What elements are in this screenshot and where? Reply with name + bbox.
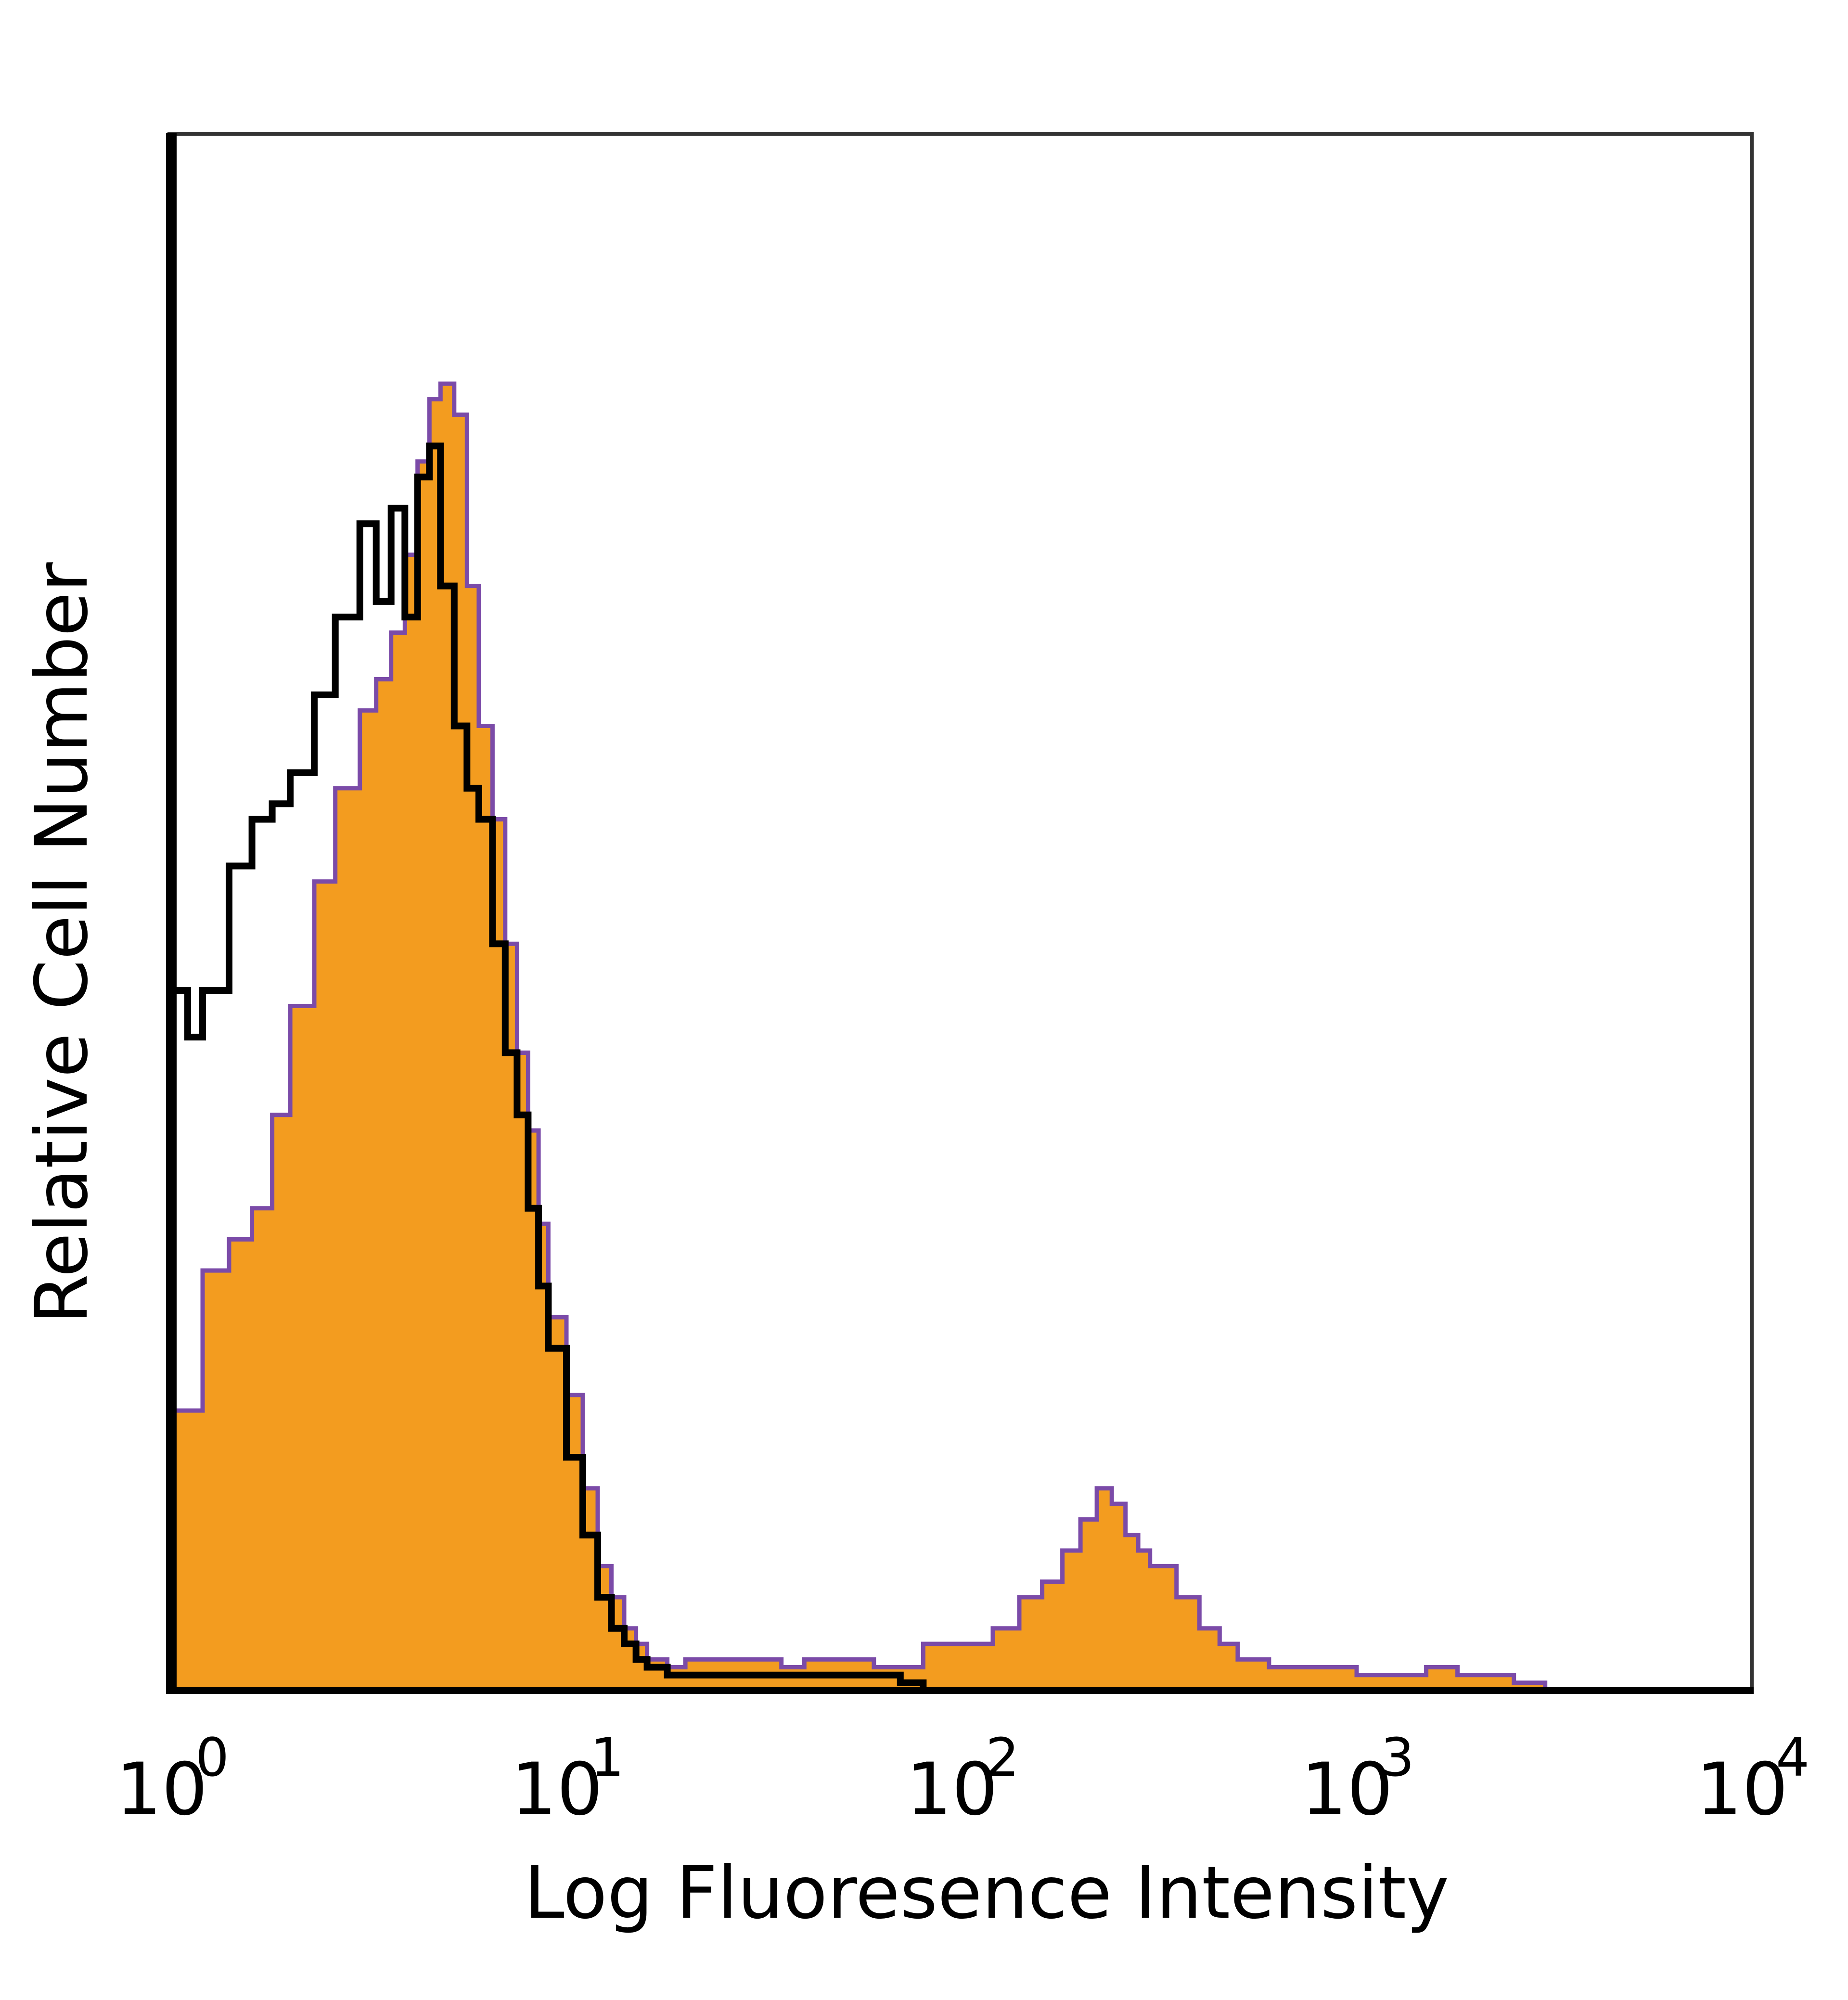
x-tick-exponent: 0 <box>195 1727 229 1788</box>
x-tick-label: 10 <box>116 1748 208 1832</box>
x-tick-labels: 100 101 102 103 104 <box>116 1727 1810 1832</box>
histogram-fill-area-0 <box>171 384 1545 1691</box>
histogram-outline-line-1 <box>171 442 927 1691</box>
x-tick-label: 10 <box>1301 1748 1393 1832</box>
x-tick-label: 10 <box>906 1748 998 1832</box>
histogram-fill-outline-0 <box>171 381 1548 1691</box>
x-tick-exponent: 3 <box>1381 1727 1414 1788</box>
y-axis-title: Relative Cell Number <box>20 562 104 1324</box>
x-tick-label: 10 <box>511 1748 603 1832</box>
histogram-series-layer <box>171 381 1548 1691</box>
x-tick-exponent: 4 <box>1776 1727 1810 1788</box>
x-tick-exponent: 1 <box>590 1727 624 1788</box>
x-tick-label: 10 <box>1696 1748 1788 1832</box>
x-axis-title: Log Fluoresence Intensity <box>524 1851 1449 1935</box>
x-tick-exponent: 2 <box>986 1727 1019 1788</box>
